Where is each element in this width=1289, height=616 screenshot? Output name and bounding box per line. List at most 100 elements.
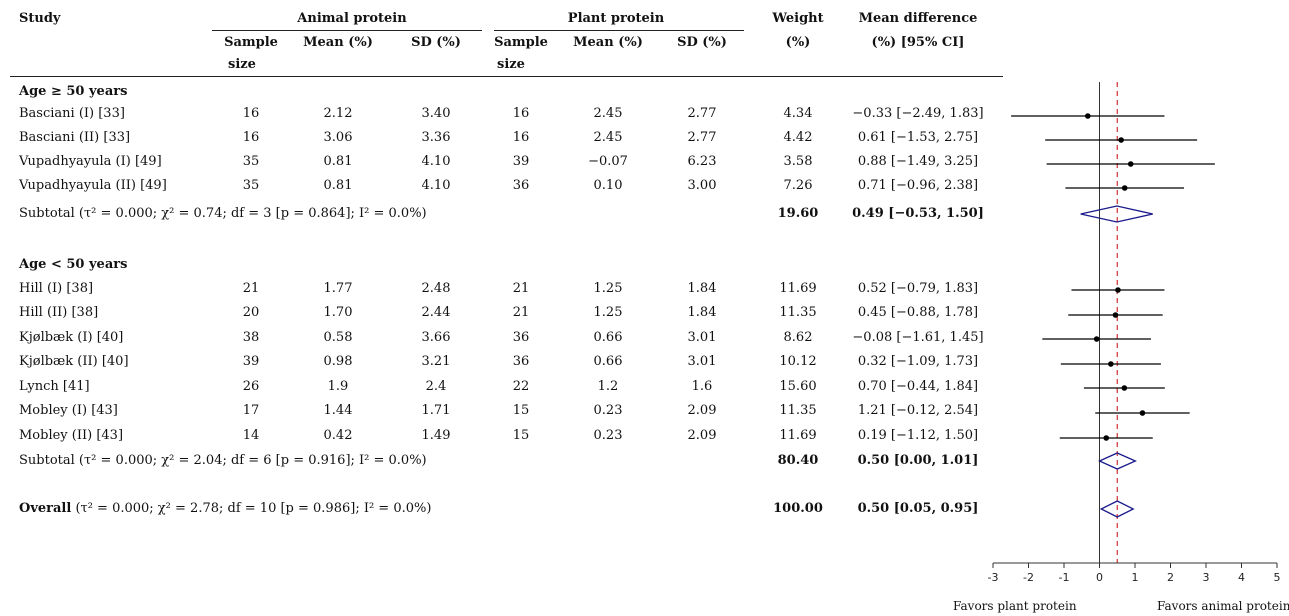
- study-cell-a-n: 26: [242, 379, 260, 394]
- study-cell-ci-text: 0.71 [−0.96, 2.38]: [857, 178, 979, 193]
- column-header-study: Study: [19, 11, 61, 26]
- study-cell-p-n: 21: [512, 281, 530, 296]
- study-cell-p-n: 16: [512, 106, 530, 121]
- study-cell-p-sd: 2.09: [687, 403, 717, 418]
- study-cell-p-sd: 3.01: [687, 330, 717, 345]
- animal-sample-size-header-2: size: [228, 57, 256, 72]
- study-cell-p-n: 15: [512, 428, 530, 443]
- study-cell-a-sd: 3.40: [421, 106, 451, 121]
- study-cell-p-mean: 0.10: [593, 178, 623, 193]
- study-cell-a-mean: 1.9: [327, 379, 349, 394]
- point-estimate: [1121, 185, 1128, 191]
- study-cell-name: Hill (II) [38]: [19, 305, 99, 320]
- study-cell-weight: 15.60: [779, 379, 817, 394]
- study-cell-name: Lynch [41]: [19, 379, 90, 394]
- study-cell-ci-text: 0.45 [−0.88, 1.78]: [857, 305, 979, 320]
- study-cell-p-mean: 0.66: [593, 354, 623, 369]
- study-cell-a-sd: 4.10: [421, 178, 451, 193]
- favors-plant-label: Favors plant protein: [953, 599, 1077, 613]
- study-cell-p-n: 36: [512, 354, 530, 369]
- study-cell-ci-text: 0.88 [−1.49, 3.25]: [857, 154, 979, 169]
- study-cell-a-mean: 0.58: [323, 330, 353, 345]
- study-cell-p-sd: 1.6: [691, 379, 713, 394]
- x-tick-label: -1: [1059, 571, 1070, 584]
- study-cell-a-sd: 3.66: [421, 330, 451, 345]
- plant-sample-size-header: Sample: [494, 35, 548, 50]
- study-cell-p-sd: 2.09: [687, 428, 717, 443]
- point-estimate: [1127, 161, 1134, 167]
- study-cell-p-sd: 3.01: [687, 354, 717, 369]
- study-cell-p-sd: 6.23: [687, 154, 717, 169]
- favors-animal-label: Favors animal protein: [1157, 599, 1289, 613]
- study-cell-weight: 8.62: [783, 330, 813, 345]
- study-cell-ci-text: 0.70 [−0.44, 1.84]: [857, 379, 979, 394]
- study-cell-a-n: 17: [242, 403, 260, 418]
- x-tick-label: 2: [1167, 571, 1174, 584]
- overall-label-stats: (τ² = 0.000; χ² = 2.78; df = 10 [p = 0.9…: [71, 501, 432, 516]
- study-cell-ci-text: −0.33 [−2.49, 1.83]: [852, 106, 984, 121]
- study-cell-p-mean: 0.66: [593, 330, 623, 345]
- study-cell-name: Basciani (II) [33]: [19, 130, 131, 145]
- point-estimate: [1112, 312, 1119, 318]
- point-estimate: [1115, 287, 1121, 293]
- study-cell-p-sd: 1.84: [687, 305, 717, 320]
- x-tick-label: 4: [1238, 571, 1245, 584]
- study-cell-a-n: 39: [242, 354, 260, 369]
- study-cell-p-n: 21: [512, 305, 530, 320]
- study-cell-ci-text: 1.21 [−0.12, 2.54]: [857, 403, 979, 418]
- column-header-animal-protein: Animal protein: [297, 11, 407, 26]
- subtotal-weight-age-50-plus: 19.60: [777, 206, 819, 221]
- plant-mean-header: Mean (%): [573, 35, 643, 50]
- study-cell-weight: 11.35: [779, 305, 817, 320]
- study-cell-name: Mobley (I) [43]: [19, 403, 118, 418]
- point-estimate: [1121, 385, 1128, 391]
- study-cell-name: Vupadhyayula (I) [49]: [19, 154, 162, 169]
- summary-diamond: [1099, 500, 1135, 518]
- study-cell-p-n: 36: [512, 330, 530, 345]
- study-cell-ci-text: 0.19 [−1.12, 1.50]: [857, 428, 979, 443]
- study-cell-p-mean: 0.23: [593, 403, 623, 418]
- study-cell-ci-text: 0.32 [−1.09, 1.73]: [857, 354, 979, 369]
- study-cell-a-n: 16: [242, 130, 260, 145]
- study-cell-weight: 4.42: [783, 130, 813, 145]
- study-cell-p-mean: 1.25: [593, 305, 623, 320]
- study-cell-a-mean: 2.12: [323, 106, 353, 121]
- point-estimate: [1084, 113, 1091, 119]
- animal-sd-header: SD (%): [411, 35, 461, 50]
- header-bottom-rule: [10, 76, 1003, 77]
- study-cell-p-mean: 1.25: [593, 281, 623, 296]
- x-tick-label: -3: [988, 571, 999, 584]
- x-tick-label: 0: [1096, 571, 1103, 584]
- study-cell-a-n: 38: [242, 330, 260, 345]
- subtotal-weight-age-under-50: 80.40: [777, 453, 819, 468]
- study-cell-name: Basciani (I) [33]: [19, 106, 125, 121]
- study-cell-a-n: 16: [242, 106, 260, 121]
- point-estimate: [1103, 435, 1110, 441]
- study-cell-p-n: 16: [512, 130, 530, 145]
- study-cell-a-sd: 2.44: [421, 305, 451, 320]
- header-group-rule-animal: [212, 30, 482, 31]
- study-cell-weight: 11.35: [779, 403, 817, 418]
- study-cell-a-sd: 1.49: [421, 428, 451, 443]
- study-cell-name: Hill (I) [38]: [19, 281, 94, 296]
- column-header-plant-protein: Plant protein: [567, 11, 665, 26]
- study-cell-p-mean: 0.23: [593, 428, 623, 443]
- study-cell-ci-text: 0.52 [−0.79, 1.83]: [857, 281, 979, 296]
- summary-diamond: [1080, 205, 1153, 223]
- point-estimate: [1093, 336, 1100, 342]
- group-label-age-50-plus: Age ≥ 50 years: [19, 84, 128, 99]
- point-estimate: [1139, 410, 1146, 416]
- column-header-weight: Weight: [772, 11, 824, 26]
- x-tick-label: 1: [1132, 571, 1139, 584]
- column-header-mean-difference: Mean difference: [858, 11, 978, 26]
- study-cell-name: Kjølbæk (I) [40]: [19, 330, 124, 345]
- study-cell-a-mean: 1.77: [323, 281, 353, 296]
- study-cell-p-sd: 1.84: [687, 281, 717, 296]
- study-cell-weight: 7.26: [783, 178, 813, 193]
- point-estimate: [1118, 137, 1124, 143]
- overall-label: Overall (τ² = 0.000; χ² = 2.78; df = 10 …: [19, 501, 431, 517]
- study-cell-p-n: 22: [512, 379, 530, 394]
- x-tick-label: -2: [1023, 571, 1034, 584]
- study-cell-weight: 11.69: [779, 428, 817, 443]
